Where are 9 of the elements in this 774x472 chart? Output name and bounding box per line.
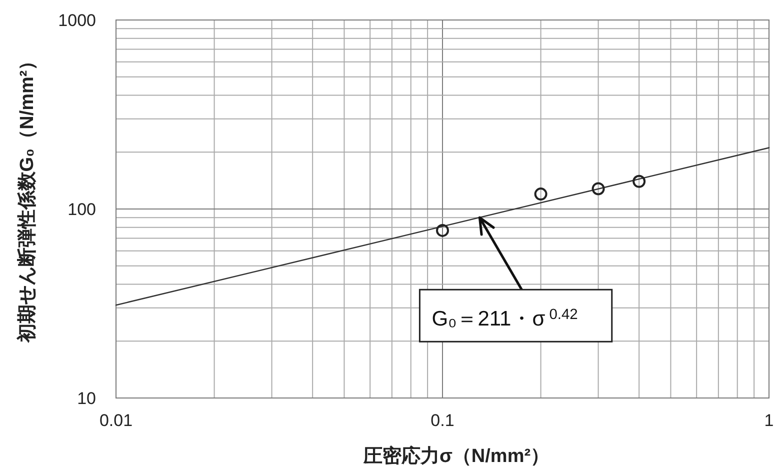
- y-tick-label: 1000: [58, 11, 96, 30]
- y-tick-label: 100: [68, 200, 96, 219]
- x-axis-title: 圧密応力σ（N/mm²）: [362, 445, 550, 467]
- x-tick-label: 0.01: [99, 411, 133, 430]
- y-tick-label: 10: [77, 389, 96, 408]
- y-axis-title: 初期せん断弾性係数G₀（N/mm²）: [16, 51, 38, 344]
- x-tick-label: 1: [764, 411, 774, 430]
- x-tick-label: 0.1: [430, 411, 454, 430]
- annotation: G₀＝211・σ$^{0.42}$: [432, 307, 578, 331]
